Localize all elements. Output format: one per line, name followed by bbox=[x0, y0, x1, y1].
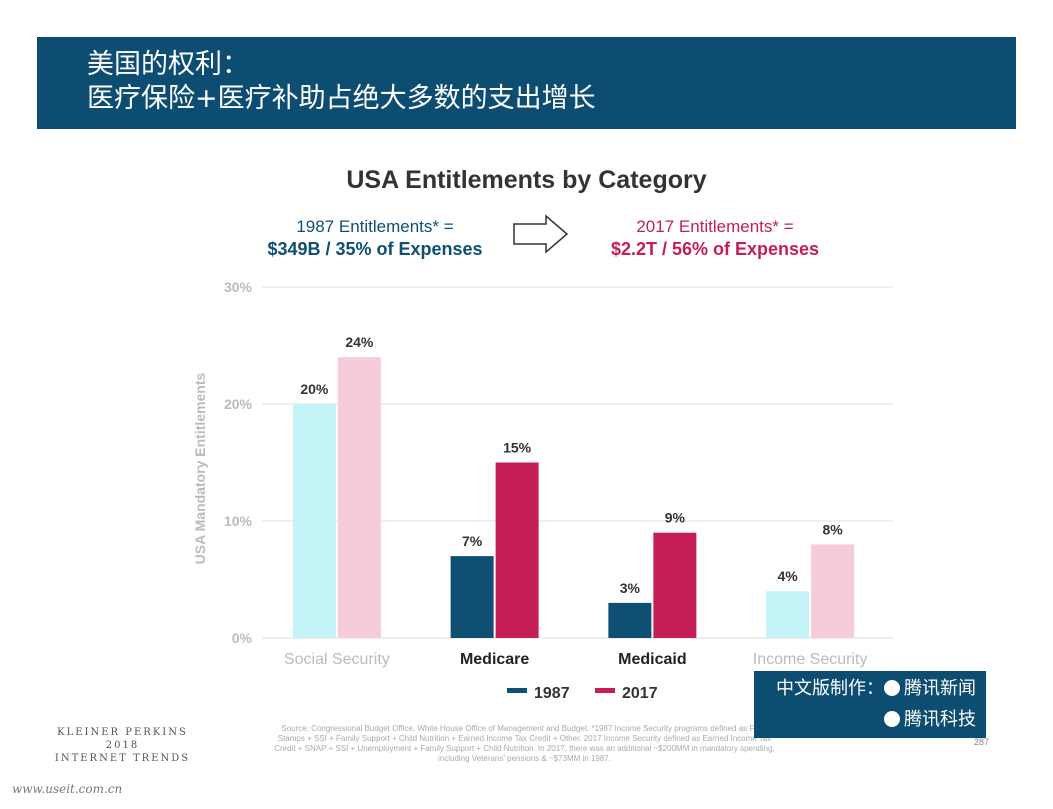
summary-2017: 2017 Entitlements* = $2.2T / 56% of Expe… bbox=[570, 215, 860, 261]
badge-line-2: 腾讯科技 bbox=[884, 709, 976, 731]
summary-2017-value: $2.2T / 56% of Expenses bbox=[610, 239, 820, 259]
bar-1987-social-security bbox=[292, 404, 336, 638]
chart-title: USA Entitlements by Category bbox=[346, 166, 707, 194]
brand-line-3: INTERNET TRENDS bbox=[54, 753, 191, 764]
summary-2017-label: 2017 Entitlements* = bbox=[636, 217, 794, 236]
x-tick-label: Medicare bbox=[460, 651, 529, 668]
right-arrow-outline-icon bbox=[513, 214, 569, 254]
x-tick-label: Social Security bbox=[284, 651, 390, 668]
bar-2017-medicare bbox=[495, 462, 539, 638]
summary-1987-label: 1987 Entitlements* = bbox=[296, 217, 454, 236]
tencent-logo-icon bbox=[884, 711, 900, 727]
bar-2017-income-security bbox=[811, 544, 855, 638]
page-number: 287 bbox=[974, 737, 990, 747]
y-axis-label: USA Mandatory Entitlements bbox=[192, 372, 208, 564]
data-label: 4% bbox=[778, 568, 799, 584]
badge-brand-tech: 腾讯科技 bbox=[904, 709, 976, 730]
badge-brand-news: 腾讯新闻 bbox=[904, 678, 976, 699]
x-tick-label: Income Security bbox=[753, 651, 868, 668]
y-tick-label: 10% bbox=[224, 513, 253, 529]
y-tick-label: 30% bbox=[224, 279, 253, 295]
legend-label-2017: 2017 bbox=[622, 685, 658, 702]
y-tick-label: 20% bbox=[224, 396, 253, 412]
legend-swatch-1987 bbox=[507, 688, 527, 693]
kleiner-perkins-brand: KLEINER PERKINS 2018 INTERNET TRENDS bbox=[40, 726, 205, 765]
bar-1987-medicare bbox=[450, 556, 494, 638]
data-label: 8% bbox=[823, 521, 844, 537]
tencent-logo-icon bbox=[884, 680, 900, 696]
summary-1987-value: $349B / 35% of Expenses bbox=[267, 239, 483, 259]
title-banner: 美国的权利： 医疗保险+医疗补助占绝大多数的支出增长 bbox=[37, 37, 1016, 129]
data-label: 15% bbox=[503, 440, 532, 456]
bar-1987-medicaid bbox=[608, 602, 652, 638]
source-note: Source: Congressional Budget Office, Whi… bbox=[274, 724, 775, 763]
brand-line-1: KLEINER PERKINS bbox=[57, 727, 188, 738]
data-label: 3% bbox=[620, 580, 641, 596]
site-url: www.useit.com.cn bbox=[12, 782, 123, 796]
legend-swatch-2017 bbox=[595, 688, 615, 693]
summary-1987: 1987 Entitlements* = $349B / 35% of Expe… bbox=[230, 215, 520, 261]
data-label: 7% bbox=[462, 533, 483, 549]
data-label: 24% bbox=[345, 334, 374, 350]
banner-title-line2: 医疗保险+医疗补助占绝大多数的支出增长 bbox=[87, 83, 596, 114]
badge-prefix: 中文版制作： bbox=[776, 678, 884, 699]
legend-label-1987: 1987 bbox=[534, 685, 570, 702]
bar-1987-income-security bbox=[766, 591, 810, 638]
bar-2017-medicaid bbox=[653, 532, 697, 638]
y-tick-label: 0% bbox=[232, 630, 253, 646]
tencent-badge: 中文版制作： 腾讯新闻 腾讯科技 bbox=[754, 671, 986, 738]
data-label: 20% bbox=[300, 381, 329, 397]
data-label: 9% bbox=[665, 510, 686, 526]
x-tick-label: Medicaid bbox=[618, 651, 686, 668]
brand-line-2: 2018 bbox=[105, 740, 140, 751]
banner-title-line1: 美国的权利： bbox=[87, 49, 249, 80]
bar-2017-social-security bbox=[337, 357, 381, 638]
badge-line-1: 中文版制作： 腾讯新闻 bbox=[776, 678, 976, 700]
